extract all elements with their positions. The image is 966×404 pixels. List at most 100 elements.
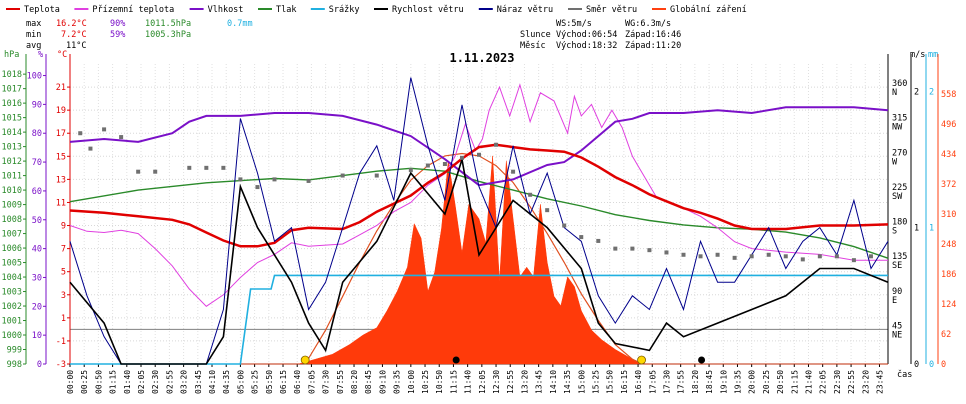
- x-tick-label: 17:55: [677, 370, 686, 394]
- x-tick-label: 18:45: [705, 370, 714, 394]
- dir-tick-name: SE: [892, 261, 902, 271]
- info-moon-label: Měsíc: [520, 41, 546, 51]
- hum-tick-label: 80: [32, 129, 42, 139]
- temp-tick-label: 13: [56, 175, 66, 185]
- stats-max-temp: 16.2°C: [56, 19, 87, 29]
- x-tick-label: 01:15: [109, 370, 118, 394]
- temp-tick-label: 5: [61, 268, 66, 278]
- hum-tick-label: 70: [32, 158, 42, 168]
- temp-tick-label: 17: [56, 129, 66, 139]
- wind-dir-point: [374, 173, 379, 178]
- wind-dir-point: [664, 250, 669, 255]
- temp-tick-label: 11: [56, 198, 66, 208]
- dir-tick-label: 90: [892, 287, 902, 297]
- press-tick-label: 1003: [2, 288, 22, 298]
- wind-dir-point: [800, 257, 805, 262]
- wind-dir-point: [511, 169, 516, 174]
- wind-dir-point: [834, 254, 839, 259]
- radiation-area: [70, 155, 888, 365]
- wind-dir-point: [442, 162, 447, 166]
- wind-dir-point: [851, 258, 856, 263]
- press-tick-label: 1007: [2, 230, 22, 240]
- hum-unit: %: [38, 50, 43, 60]
- hum-tick-label: 30: [32, 273, 42, 283]
- legend-item: Globální záření: [652, 5, 747, 15]
- wind-dir-point: [119, 135, 124, 140]
- x-tick-label: 22:55: [847, 370, 856, 394]
- x-tick-label: 04:35: [222, 370, 231, 394]
- x-tick-label: 00:25: [80, 370, 89, 394]
- plot-area: [69, 77, 889, 365]
- wind-dir-point: [545, 208, 550, 213]
- hum-tick-label: 100: [27, 72, 42, 82]
- dir-tick-name: NW: [892, 123, 903, 133]
- press-tick-label: 1006: [2, 244, 22, 254]
- x-tick-label: 00:50: [94, 370, 103, 394]
- x-tick-label: 02:05: [137, 370, 146, 394]
- rad-tick-label: 124: [941, 300, 956, 310]
- stats-block: max 16.2°C 90% 1011.5hPa 0.7mm min 7.2°C…: [26, 19, 253, 51]
- wind-dir-point: [596, 238, 601, 243]
- stats-avg-label: avg: [26, 41, 41, 51]
- x-tick-label: 20:50: [776, 370, 785, 394]
- wind-dir-point: [272, 177, 277, 182]
- legend: Teplota Přízemní teplota Vlhkost Tlak Srážky…: [6, 5, 747, 15]
- x-tick-label: 07:30: [322, 370, 331, 394]
- dir-tick-label: 225: [892, 183, 907, 193]
- legend-label: Náraz větru: [497, 5, 553, 15]
- dir-tick-label: 135: [892, 252, 907, 262]
- x-tick-label: 05:50: [265, 370, 274, 394]
- wind-unit: m/s: [910, 50, 925, 60]
- dir-tick-label: 270: [892, 148, 907, 158]
- press-tick-label: 1013: [2, 143, 22, 153]
- rad-tick-label: 372: [941, 180, 956, 190]
- x-tick-label: 17:30: [662, 370, 671, 394]
- x-tick-label: 03:20: [180, 370, 189, 394]
- wind-tick-label: 2: [914, 87, 919, 97]
- x-tick-label: 10:50: [435, 370, 444, 394]
- stats-min-label: min: [26, 30, 41, 40]
- wind-dir-point: [340, 173, 345, 178]
- wind-dir-point: [579, 235, 584, 240]
- x-tick-label: 04:10: [208, 370, 217, 394]
- legend-label: Přízemní teplota: [92, 5, 174, 15]
- wind-dir-point: [78, 131, 83, 136]
- rad-tick-label: 0: [941, 360, 946, 370]
- wind-dir-point: [817, 254, 822, 259]
- stats-max-label: max: [26, 19, 41, 29]
- hum-tick-label: 50: [32, 216, 42, 226]
- dir-tick-name: N: [892, 88, 897, 98]
- info-ws: WS:5m/s: [556, 19, 592, 29]
- rain-unit: mm: [928, 50, 938, 60]
- x-tick-label: 19:10: [719, 370, 728, 394]
- x-tick-label: 14:35: [563, 370, 572, 394]
- wind-dir-point: [477, 152, 481, 157]
- x-tick-label: 05:25: [251, 370, 260, 394]
- hum-tick-label: 20: [32, 302, 42, 312]
- wind-dir-point: [630, 246, 635, 251]
- info-moon-rise: Východ:18:32: [556, 41, 617, 51]
- x-tick-label: 20:00: [748, 370, 757, 394]
- x-tick-label: 18:20: [691, 370, 700, 394]
- wind-dir-point: [204, 165, 209, 170]
- rad-tick-label: 310: [941, 210, 956, 220]
- wind-dir-point: [408, 168, 413, 173]
- x-tick-label: 23:45: [875, 370, 884, 394]
- wind-gust-line: [69, 77, 889, 365]
- press-tick-label: 1012: [2, 157, 22, 167]
- x-tick-label: 10:00: [407, 370, 416, 394]
- x-tick-label: 15:00: [577, 370, 586, 394]
- legend-item: Směr větru: [568, 5, 637, 15]
- moon-marker: [698, 356, 706, 364]
- x-tick-label: 06:15: [279, 370, 288, 394]
- wind-dir-point: [528, 192, 533, 197]
- press-tick-label: 998: [7, 360, 22, 370]
- press-tick-label: 1014: [2, 128, 22, 138]
- stats-max-rain: 0.7mm: [227, 19, 253, 29]
- legend-label: Teplota: [24, 5, 60, 15]
- hum-tick-label: 10: [32, 331, 42, 341]
- wind-dir-point: [238, 177, 243, 182]
- wind-dir-point: [306, 178, 311, 183]
- stats-min-temp: 7.2°C: [61, 30, 87, 40]
